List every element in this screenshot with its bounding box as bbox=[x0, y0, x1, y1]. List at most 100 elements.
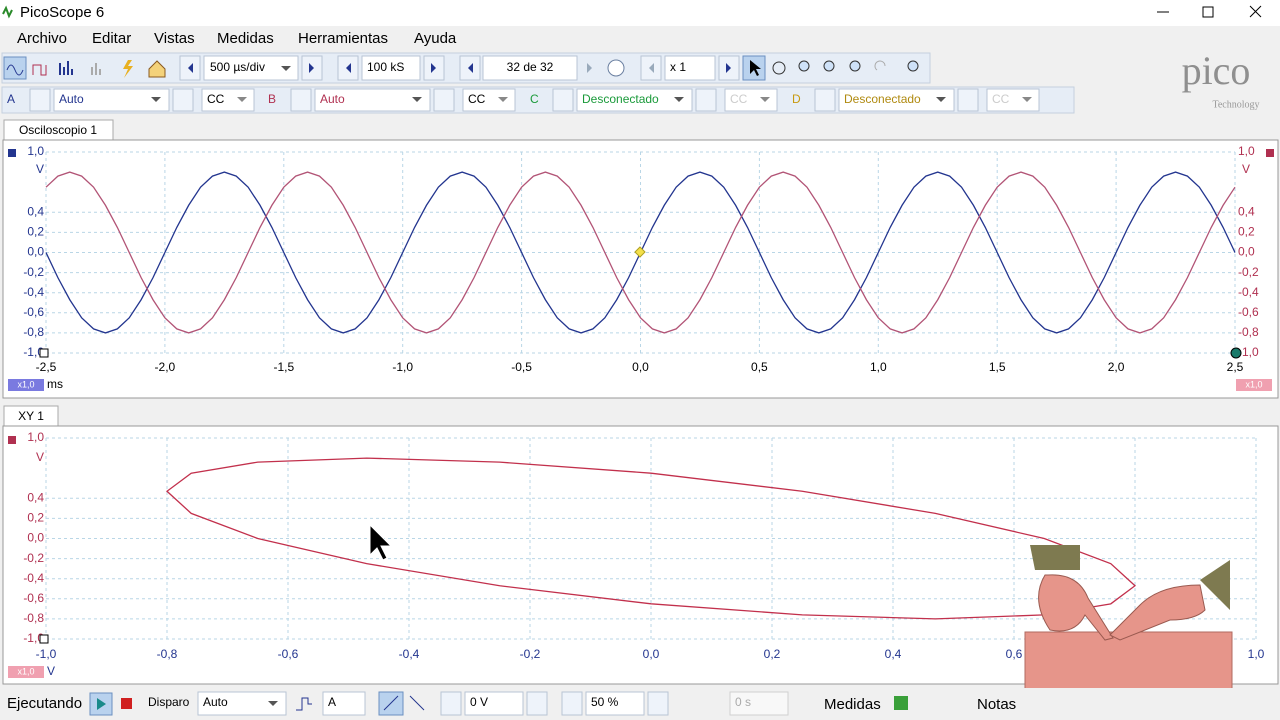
arrow bbox=[309, 63, 314, 73]
y-tick-label: -1,0 bbox=[23, 631, 44, 645]
x-tick-label: -1,0 bbox=[36, 647, 57, 661]
menu-item[interactable]: Editar bbox=[92, 30, 131, 47]
pretrigger-box[interactable] bbox=[585, 691, 645, 716]
buffer: 32 de 32 bbox=[507, 60, 554, 74]
range-box[interactable] bbox=[53, 88, 170, 112]
menu-item[interactable]: Ayuda bbox=[414, 30, 457, 47]
y2-tick-label: -0,8 bbox=[1238, 325, 1259, 339]
zoom-in-2[interactable] bbox=[823, 60, 835, 72]
y-tick-label: 0,0 bbox=[27, 531, 44, 545]
next[interactable] bbox=[957, 88, 979, 112]
buffer-box[interactable] bbox=[482, 55, 578, 81]
prev[interactable] bbox=[29, 88, 51, 112]
prev[interactable] bbox=[440, 691, 462, 716]
next[interactable] bbox=[526, 691, 548, 716]
auto-setup[interactable] bbox=[123, 60, 133, 78]
channel-name[interactable]: A bbox=[7, 92, 15, 106]
ruler-handle[interactable] bbox=[1230, 347, 1242, 359]
tab-label: Osciloscopio 1 bbox=[19, 123, 97, 137]
menu-item[interactable]: Vistas bbox=[154, 30, 195, 47]
coupling-box[interactable] bbox=[462, 88, 516, 112]
ruler-handle[interactable] bbox=[39, 634, 49, 644]
level-box[interactable] bbox=[464, 691, 524, 716]
coupling-box[interactable] bbox=[201, 88, 255, 112]
menu-item[interactable]: Herramientas bbox=[298, 30, 388, 47]
menu-item[interactable]: Archivo bbox=[17, 30, 67, 47]
channel-coupling: CC bbox=[207, 92, 225, 106]
trigger-level: 0 V bbox=[470, 695, 488, 709]
prev[interactable] bbox=[814, 88, 836, 112]
stop-button[interactable] bbox=[121, 698, 132, 709]
y2-tick-label: 0,4 bbox=[1238, 204, 1255, 218]
zoom-fit[interactable] bbox=[907, 60, 919, 72]
channel-range: Desconectado bbox=[844, 92, 921, 106]
logo: pico bbox=[1182, 48, 1251, 93]
scope-mode[interactable] bbox=[3, 56, 27, 80]
coupling-box[interactable] bbox=[724, 88, 778, 112]
range-box[interactable] bbox=[314, 88, 431, 112]
y-tick-label: -0,4 bbox=[23, 285, 44, 299]
dropdown bbox=[151, 97, 161, 102]
falling-edge[interactable] bbox=[409, 695, 425, 711]
y-tick-label: -0,8 bbox=[23, 325, 44, 339]
app-icon bbox=[2, 5, 13, 19]
persist-icon[interactable] bbox=[32, 64, 47, 76]
add-measure[interactable] bbox=[894, 696, 908, 710]
next[interactable] bbox=[433, 88, 455, 112]
coupling-box[interactable] bbox=[986, 88, 1040, 112]
overlay-sleeve bbox=[1030, 545, 1080, 570]
x-tick-label: -1,0 bbox=[392, 360, 413, 374]
delay-box bbox=[729, 691, 789, 716]
x-tick-label: -1,5 bbox=[273, 360, 294, 374]
arrow bbox=[188, 63, 193, 73]
y-tick-label: 0,2 bbox=[27, 225, 44, 239]
tab-label: XY 1 bbox=[18, 409, 44, 423]
maximize[interactable] bbox=[1202, 6, 1214, 18]
y-tick-label: -0,8 bbox=[23, 611, 44, 625]
edge-icon bbox=[383, 695, 399, 711]
range-box[interactable] bbox=[576, 88, 693, 112]
samples: 100 kS bbox=[367, 60, 404, 74]
zoom-in[interactable] bbox=[798, 60, 810, 72]
x-tick-label: 1,0 bbox=[1248, 647, 1265, 661]
hand-tool[interactable] bbox=[772, 61, 786, 75]
arrow[interactable] bbox=[587, 63, 592, 73]
menu-item[interactable]: Medidas bbox=[217, 30, 274, 47]
x-unit: ms bbox=[47, 377, 63, 391]
channel-name[interactable]: B bbox=[268, 92, 276, 106]
spectrum-icon[interactable] bbox=[59, 61, 73, 75]
next[interactable] bbox=[172, 88, 194, 112]
x-tick-label: -2,0 bbox=[155, 360, 176, 374]
trigger-mode-box[interactable] bbox=[197, 691, 287, 716]
next[interactable] bbox=[695, 88, 717, 112]
prev[interactable] bbox=[561, 691, 583, 716]
overlay-hand bbox=[1109, 584, 1206, 641]
trigger-label: Disparo bbox=[148, 695, 190, 709]
prev[interactable] bbox=[552, 88, 574, 112]
home[interactable] bbox=[148, 60, 166, 78]
channel-name[interactable]: C bbox=[530, 92, 539, 106]
ruler-handle[interactable] bbox=[39, 348, 49, 358]
range-box[interactable] bbox=[838, 88, 955, 112]
close[interactable] bbox=[1249, 5, 1262, 18]
trigger-marker[interactable] bbox=[634, 246, 646, 258]
trigger-type[interactable] bbox=[296, 697, 312, 711]
arrow bbox=[346, 63, 351, 73]
y2-tick-label: 0,0 bbox=[1238, 245, 1255, 259]
next[interactable] bbox=[647, 691, 669, 716]
zoom-out[interactable] bbox=[849, 60, 861, 72]
timebase-box[interactable] bbox=[203, 55, 299, 81]
trigger-channel-box[interactable] bbox=[322, 691, 366, 716]
zoom-box[interactable] bbox=[664, 55, 716, 81]
buffer-nav[interactable] bbox=[607, 59, 625, 77]
samples-box[interactable] bbox=[361, 55, 421, 81]
x-tick-label: 0,5 bbox=[751, 360, 768, 374]
x-tick-label: 2,0 bbox=[1108, 360, 1125, 374]
channel-name[interactable]: D bbox=[792, 92, 801, 106]
pretrigger: 50 % bbox=[591, 695, 619, 709]
channel-marker bbox=[8, 149, 16, 157]
x-tick-label: 1,5 bbox=[989, 360, 1006, 374]
prev[interactable] bbox=[290, 88, 312, 112]
